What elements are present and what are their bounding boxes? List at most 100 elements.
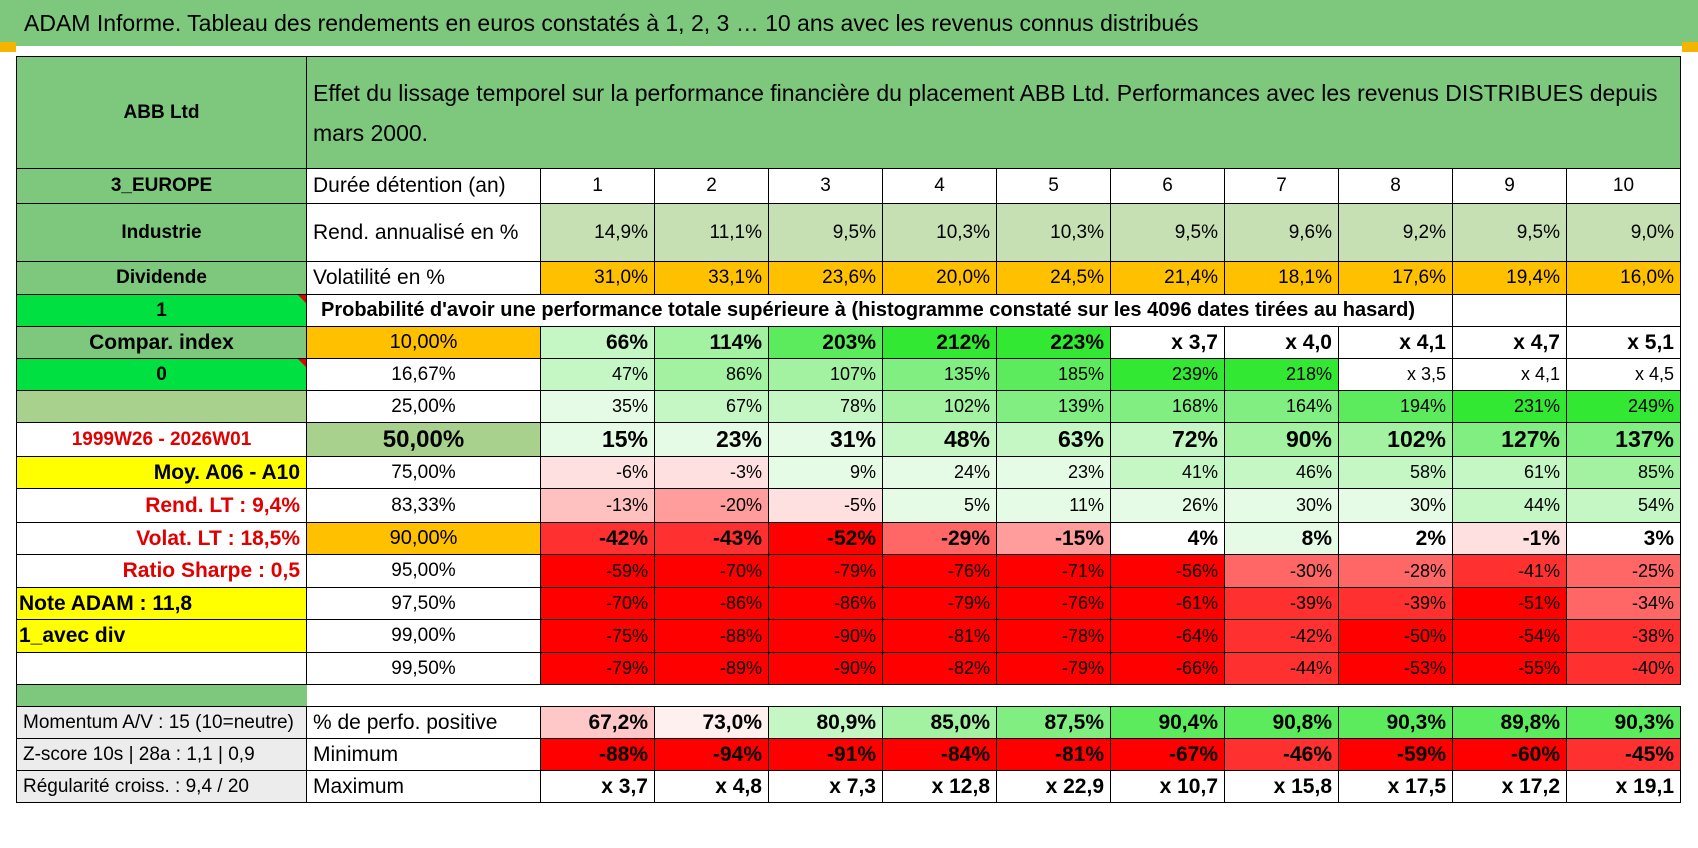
probability-value: 135% bbox=[882, 358, 997, 391]
summary-value: x 17,5 bbox=[1338, 770, 1453, 803]
summary-row: Momentum A/V : 15 (10=neutre)% de perfo.… bbox=[16, 706, 1681, 739]
summary-value: -88% bbox=[540, 738, 655, 771]
probability-value: -89% bbox=[654, 652, 769, 685]
summary-value: 90,3% bbox=[1338, 706, 1453, 739]
rend-value: 11,1% bbox=[654, 203, 769, 262]
summary-rows: Momentum A/V : 15 (10=neutre)% de perfo.… bbox=[16, 706, 1681, 803]
summary-value: -81% bbox=[996, 738, 1111, 771]
duration-header: 4 bbox=[882, 168, 997, 204]
probability-value: -29% bbox=[882, 522, 997, 555]
summary-value: x 22,9 bbox=[996, 770, 1111, 803]
summary-value: x 3,7 bbox=[540, 770, 655, 803]
probability-row: Note ADAM : 11,8 97,50% -70% -86% -86% -79% -7… bbox=[16, 587, 1681, 620]
probability-value: 212% bbox=[882, 326, 997, 359]
vol-value: 17,6% bbox=[1338, 261, 1453, 295]
probability-value: 67% bbox=[654, 390, 769, 423]
threshold-percent: 75,00% bbox=[306, 456, 541, 489]
summary-left-label: Momentum A/V : 15 (10=neutre) bbox=[16, 706, 307, 739]
probability-value: 24% bbox=[882, 456, 997, 489]
probability-row: 25,00% 35% 67% 78% 102% 139% 168% 164% 194% 231% 2… bbox=[16, 390, 1681, 423]
probability-row: 1_avec div 99,00% -75% -88% -90% -81% -78% -64%… bbox=[16, 619, 1681, 653]
probability-value: 48% bbox=[882, 422, 997, 457]
duration-header: 6 bbox=[1110, 168, 1225, 204]
flag-one: 1 bbox=[16, 294, 307, 327]
probability-value: -42% bbox=[540, 522, 655, 555]
blank-label bbox=[16, 652, 307, 685]
probability-value: -79% bbox=[540, 652, 655, 685]
probability-value: 11% bbox=[996, 488, 1111, 523]
probability-value: 3% bbox=[1566, 522, 1681, 555]
probability-value: -54% bbox=[1452, 619, 1567, 653]
vol-value: 23,6% bbox=[768, 261, 883, 295]
probability-value: -30% bbox=[1224, 554, 1339, 588]
vol-value: 24,5% bbox=[996, 261, 1111, 295]
probability-value: 102% bbox=[1338, 422, 1453, 457]
probability-value: -25% bbox=[1566, 554, 1681, 588]
probability-value: 31% bbox=[768, 422, 883, 457]
probability-value: x 3,7 bbox=[1110, 326, 1225, 359]
probability-value: -43% bbox=[654, 522, 769, 555]
probability-value: -61% bbox=[1110, 587, 1225, 620]
summary-value: -94% bbox=[654, 738, 769, 771]
probability-value: -59% bbox=[540, 554, 655, 588]
rend-value: 9,2% bbox=[1338, 203, 1453, 262]
probability-value: -78% bbox=[996, 619, 1111, 653]
performance-table: ABB Ltd Effet du lissage temporel sur la… bbox=[16, 56, 1681, 803]
probability-value: 218% bbox=[1224, 358, 1339, 391]
probability-value: 4% bbox=[1110, 522, 1225, 555]
probability-value: x 4,1 bbox=[1452, 358, 1567, 391]
probability-value: x 4,5 bbox=[1566, 358, 1681, 391]
probability-value: -40% bbox=[1566, 652, 1681, 685]
duration-header: 5 bbox=[996, 168, 1111, 204]
summary-value: -59% bbox=[1338, 738, 1453, 771]
probability-value: 66% bbox=[540, 326, 655, 359]
probability-value: -41% bbox=[1452, 554, 1567, 588]
probability-value: -1% bbox=[1452, 522, 1567, 555]
summary-value: 67,2% bbox=[540, 706, 655, 739]
probability-row: 0 16,67% 47% 86% 107% 135% 185% 239% 218% x 3,5 x … bbox=[16, 358, 1681, 391]
probability-value: -53% bbox=[1338, 652, 1453, 685]
probability-value: -34% bbox=[1566, 587, 1681, 620]
vol-value: 16,0% bbox=[1566, 261, 1681, 295]
vol-value: 18,1% bbox=[1224, 261, 1339, 295]
probability-value: -64% bbox=[1110, 619, 1225, 653]
probability-value: 15% bbox=[540, 422, 655, 457]
left-corner-marker bbox=[0, 42, 16, 52]
summary-value: -84% bbox=[882, 738, 997, 771]
threshold-percent: 90,00% bbox=[306, 522, 541, 555]
sector-label: Industrie bbox=[16, 203, 307, 262]
probability-row: Volat. LT : 18,5% 90,00% -42% -43% -52% -29% -… bbox=[16, 522, 1681, 555]
probability-value: -88% bbox=[654, 619, 769, 653]
probability-value: 203% bbox=[768, 326, 883, 359]
rend-value: 9,5% bbox=[768, 203, 883, 262]
summary-value: x 17,2 bbox=[1452, 770, 1567, 803]
vol-label: Volatilité en % bbox=[306, 261, 541, 295]
probability-value: -79% bbox=[882, 587, 997, 620]
probability-value: 26% bbox=[1110, 488, 1225, 523]
table-description: Effet du lissage temporel sur la perform… bbox=[306, 56, 1681, 169]
summary-label: % de perfo. positive bbox=[306, 706, 541, 739]
probability-value: -38% bbox=[1566, 619, 1681, 653]
probability-value: -44% bbox=[1224, 652, 1339, 685]
summary-value: -45% bbox=[1566, 738, 1681, 771]
summary-value: 90,8% bbox=[1224, 706, 1339, 739]
probability-value: -39% bbox=[1224, 587, 1339, 620]
rend-value: 14,9% bbox=[540, 203, 655, 262]
probability-row: 1999W26 - 2026W01 50,00% 15% 23% 31% 48% 63% 72… bbox=[16, 422, 1681, 457]
probability-value: -86% bbox=[768, 587, 883, 620]
probability-value: -50% bbox=[1338, 619, 1453, 653]
probability-title: Probabilité d'avoir une performance tota… bbox=[306, 294, 1453, 327]
probability-value: -20% bbox=[654, 488, 769, 523]
probability-value: 72% bbox=[1110, 422, 1225, 457]
probability-value: 194% bbox=[1338, 390, 1453, 423]
probability-value: -71% bbox=[996, 554, 1111, 588]
summary-row: Régularité croiss. : 9,4 / 20 Maximum x 3,… bbox=[16, 770, 1681, 803]
probability-value: -13% bbox=[540, 488, 655, 523]
threshold-percent: 83,33% bbox=[306, 488, 541, 523]
right-corner-marker bbox=[1682, 42, 1698, 52]
probability-value: -3% bbox=[654, 456, 769, 489]
blank-label bbox=[16, 390, 307, 423]
probability-row: Compar. index 10,00% 66% 114% 203% 212% 223% x … bbox=[16, 326, 1681, 359]
probability-value: x 5,1 bbox=[1566, 326, 1681, 359]
threshold-percent: 50,00% bbox=[306, 422, 541, 457]
